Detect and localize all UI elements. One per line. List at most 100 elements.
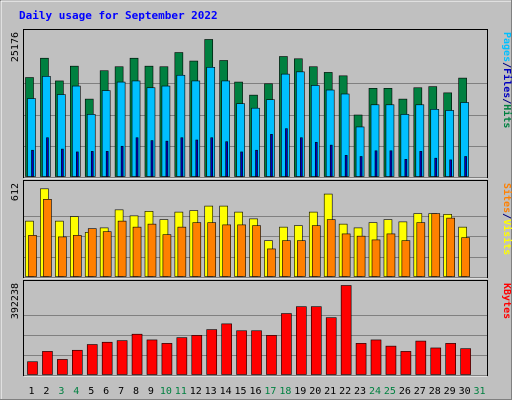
bar-kbytes-24 — [370, 339, 382, 375]
bar-kbytes-13 — [206, 329, 218, 375]
bar-sites-14 — [222, 224, 231, 277]
legend-hits-files-pages: Pages/Files/Hits — [501, 32, 512, 128]
day-label-25: 25 — [384, 386, 396, 397]
bar-kbytes-3 — [57, 359, 68, 375]
day-label-2: 2 — [43, 386, 49, 397]
max-label-kbytes: 392238 — [10, 283, 21, 319]
bar-pages-16 — [255, 149, 258, 177]
bar-sites-29 — [446, 217, 455, 277]
day-label-12: 12 — [190, 386, 202, 397]
bar-pages-20 — [314, 141, 318, 177]
bar-sites-16 — [252, 225, 261, 277]
bar-kbytes-20 — [310, 306, 322, 375]
day-label-22: 22 — [339, 386, 351, 397]
bar-kbytes-8 — [131, 333, 143, 375]
bar-pages-18 — [285, 128, 288, 177]
day-label-16: 16 — [249, 386, 261, 397]
legend-item-hits-files-pages-1: / — [501, 62, 512, 68]
day-label-6: 6 — [103, 386, 109, 397]
day-label-13: 13 — [205, 386, 217, 397]
bar-pages-6 — [105, 151, 109, 177]
bar-sites-6 — [102, 231, 112, 277]
bar-sites-18 — [282, 240, 291, 277]
bar-kbytes-21 — [325, 317, 337, 375]
bar-pages-8 — [135, 137, 139, 177]
bar-sites-1 — [28, 235, 37, 277]
bar-pages-26 — [404, 159, 408, 177]
bar-pages-21 — [329, 144, 333, 177]
bar-kbytes-2 — [42, 351, 53, 375]
day-label-28: 28 — [429, 386, 441, 397]
bar-kbytes-9 — [146, 339, 158, 375]
day-label-20: 20 — [309, 386, 321, 397]
bar-kbytes-14 — [221, 323, 232, 375]
bar-kbytes-7 — [116, 340, 128, 375]
bar-sites-20 — [311, 225, 321, 277]
bar-pages-17 — [270, 134, 273, 177]
day-label-15: 15 — [235, 386, 247, 397]
bar-kbytes-16 — [251, 330, 262, 375]
bar-kbytes-18 — [281, 313, 292, 375]
legend-item-hits-files-pages-4: Hits — [501, 104, 512, 128]
max-label-hits-files-pages: 25176 — [10, 32, 21, 62]
bar-kbytes-25 — [385, 345, 397, 375]
bar-pages-10 — [165, 140, 169, 177]
bar-kbytes-30 — [460, 348, 471, 375]
bar-sites-12 — [192, 222, 202, 277]
bar-sites-13 — [207, 222, 217, 277]
bar-pages-27 — [419, 151, 423, 177]
day-label-5: 5 — [88, 386, 94, 397]
bar-pages-15 — [240, 151, 243, 177]
bar-kbytes-22 — [340, 285, 352, 375]
bar-sites-27 — [416, 222, 426, 277]
max-label-visits-sites: 612 — [10, 183, 21, 201]
bar-sites-8 — [132, 226, 142, 277]
bar-kbytes-5 — [86, 344, 98, 375]
bar-pages-1 — [31, 149, 34, 177]
bar-pages-13 — [210, 137, 214, 177]
bar-sites-25 — [386, 233, 396, 277]
bar-sites-21 — [326, 219, 336, 277]
day-label-10: 10 — [160, 386, 172, 397]
day-label-26: 26 — [399, 386, 411, 397]
day-label-24: 24 — [369, 386, 381, 397]
legend-visits-sites: Sites/Visits — [501, 183, 512, 255]
bar-kbytes-1 — [27, 361, 38, 375]
legend-item-visits-sites-0: Sites — [501, 183, 512, 213]
bar-pages-29 — [449, 159, 452, 177]
bar-pages-5 — [90, 151, 94, 177]
day-label-21: 21 — [324, 386, 336, 397]
bar-kbytes-29 — [445, 343, 456, 375]
bar-pages-22 — [344, 155, 348, 177]
legend-kbytes: KBytes — [501, 283, 512, 319]
bar-pages-30 — [464, 156, 467, 177]
bar-sites-30 — [461, 237, 470, 277]
bar-pages-23 — [359, 156, 363, 177]
bar-kbytes-27 — [415, 340, 427, 375]
day-label-1: 1 — [28, 386, 34, 397]
bar-kbytes-4 — [72, 349, 83, 375]
bar-pages-3 — [61, 148, 64, 177]
bar-sites-15 — [237, 224, 246, 277]
bar-kbytes-26 — [400, 351, 412, 375]
day-label-19: 19 — [294, 386, 306, 397]
bar-sites-4 — [73, 235, 82, 277]
day-label-8: 8 — [133, 386, 139, 397]
bar-pages-11 — [180, 137, 184, 177]
bar-kbytes-19 — [296, 306, 307, 375]
bar-sites-3 — [58, 236, 67, 277]
bar-sites-24 — [371, 239, 381, 277]
bar-sites-19 — [297, 240, 306, 277]
bar-sites-22 — [341, 233, 351, 277]
legend-item-visits-sites-2: Visits — [501, 219, 512, 255]
bar-kbytes-6 — [101, 341, 113, 375]
bar-kbytes-10 — [161, 343, 173, 375]
chart-title: Daily usage for September 2022 — [19, 9, 218, 22]
bar-pages-24 — [374, 150, 378, 177]
legend-item-hits-files-pages-2: Files — [501, 68, 512, 98]
bar-sites-10 — [162, 234, 172, 277]
legend-item-visits-sites-1: / — [501, 213, 512, 219]
bar-sites-5 — [87, 228, 97, 277]
bar-pages-12 — [195, 139, 199, 177]
